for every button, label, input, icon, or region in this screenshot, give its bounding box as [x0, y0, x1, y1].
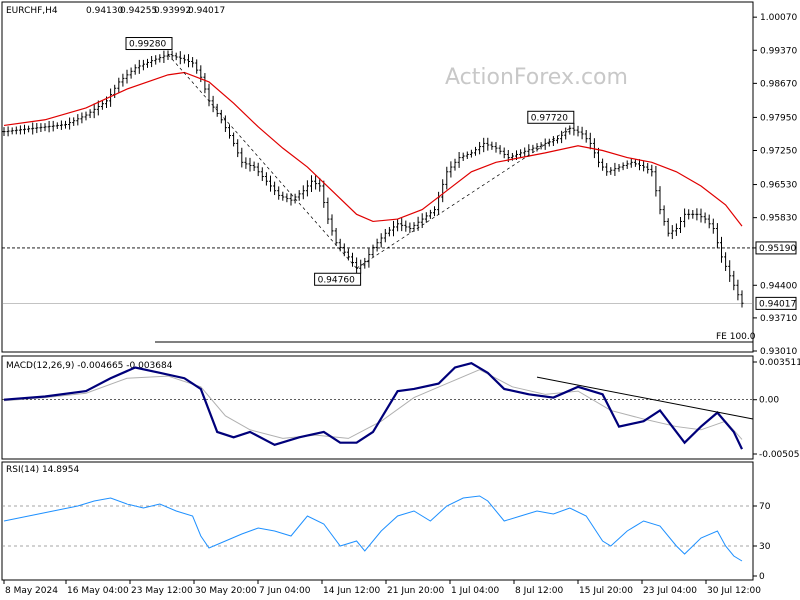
macd-panel-frame: [1, 355, 754, 460]
macd-title: MACD(12,26,9) -0.004665 -0.003684: [6, 361, 173, 371]
x-tick-label: 8 May 2024: [5, 586, 58, 596]
time-x-axis: 8 May 2024 16 May 04:00 23 May 12:00 30 May…: [3, 580, 761, 596]
ohlc-open: 0.94130: [86, 6, 123, 16]
macd-y-tick-label: 0.003511: [759, 358, 800, 368]
x-tick-label: 15 Jul 20:00: [579, 586, 633, 596]
rsi-line: [3, 495, 743, 562]
swing-label: 0.97720: [531, 113, 568, 123]
swing-label: 0.94760: [318, 275, 355, 285]
ohlc-close: 0.94017: [188, 6, 225, 16]
x-tick-label: 8 Jul 12:00: [515, 586, 564, 596]
watermark: ActionForex.com: [445, 65, 628, 90]
rsi-y-tick-label: 0: [759, 572, 765, 582]
swing-label-box: [527, 110, 575, 124]
level-label: 0.94017: [759, 299, 796, 309]
price-title: EURCHF,H4: [6, 6, 58, 16]
macd-y-tick-label: 0.00: [759, 396, 779, 406]
level-label-box: [755, 241, 797, 255]
x-tick-label: 30 Jul 12:00: [707, 586, 761, 596]
fib-dash-line: [167, 54, 357, 269]
x-tick-label: 23 Jul 04:00: [643, 586, 697, 596]
price-y-tick-label: 0.97250: [760, 147, 797, 157]
price-y-tick-label: 0.97950: [760, 113, 797, 123]
price-y-tick-label: 0.96530: [760, 181, 797, 191]
price-y-tick-label: 0.93710: [760, 314, 797, 324]
rsi-levels: [2, 505, 753, 547]
price-y-tick-label: 0.94400: [760, 281, 797, 291]
level-label-box: [755, 296, 797, 310]
macd-y-tick-label: -0.005054: [759, 450, 800, 460]
x-tick-label: 30 May 20:00: [195, 586, 257, 596]
x-tick-label: 7 Jun 04:00: [259, 586, 311, 596]
fibonacci-projection-lines: [167, 54, 570, 269]
moving-average-line: [3, 71, 743, 227]
price-y-tick-label: 0.95830: [760, 214, 797, 224]
price-panel-frame: [1, 1, 754, 353]
fib-dash-line: [356, 127, 570, 269]
price-bars: [2, 50, 744, 308]
rsi-panel-frame: [1, 461, 754, 581]
price-y-tick-label: 0.93010: [760, 347, 797, 357]
price-levels: 0.95190 0.94017: [2, 241, 797, 310]
ohlc-high: 0.94255: [120, 6, 157, 16]
macd-trendline: [536, 376, 754, 420]
price-y-tick-label: 1.00070: [760, 13, 797, 23]
price-y-tick-label: 0.98670: [760, 79, 797, 89]
rsi-title: RSI(14) 14.8954: [6, 465, 79, 475]
rsi-y-tick-label: 30: [759, 542, 771, 552]
level-label: 0.95190: [759, 244, 796, 254]
price-annotations: 0.99280 0.94760 0.97720: [125, 37, 575, 286]
macd-line: [3, 362, 743, 450]
x-tick-label: 21 Jun 20:00: [387, 586, 444, 596]
x-tick-label: 23 May 12:00: [131, 586, 193, 596]
rsi-y-axis: 70 30 0: [753, 502, 771, 582]
swing-label: 0.99280: [129, 40, 166, 50]
swing-label-box: [314, 272, 362, 286]
swing-label-box: [125, 37, 173, 51]
fe-label: FE 100.0: [716, 332, 756, 342]
macd-signal-line: [3, 369, 743, 440]
x-tick-label: 16 May 04:00: [67, 586, 129, 596]
price-y-tick-label: 0.99370: [760, 46, 797, 56]
rsi-y-tick-label: 70: [759, 502, 771, 512]
ohlc-low: 0.93992: [154, 6, 191, 16]
macd-y-axis: 0.003511 0.00 -0.005054: [753, 358, 800, 460]
x-tick-label: 1 Jul 04:00: [451, 586, 500, 596]
price-y-axis: 1.00070 0.99370 0.98670 0.97950 0.97250 0.965…: [753, 13, 797, 357]
x-tick-label: 14 Jun 12:00: [323, 586, 380, 596]
